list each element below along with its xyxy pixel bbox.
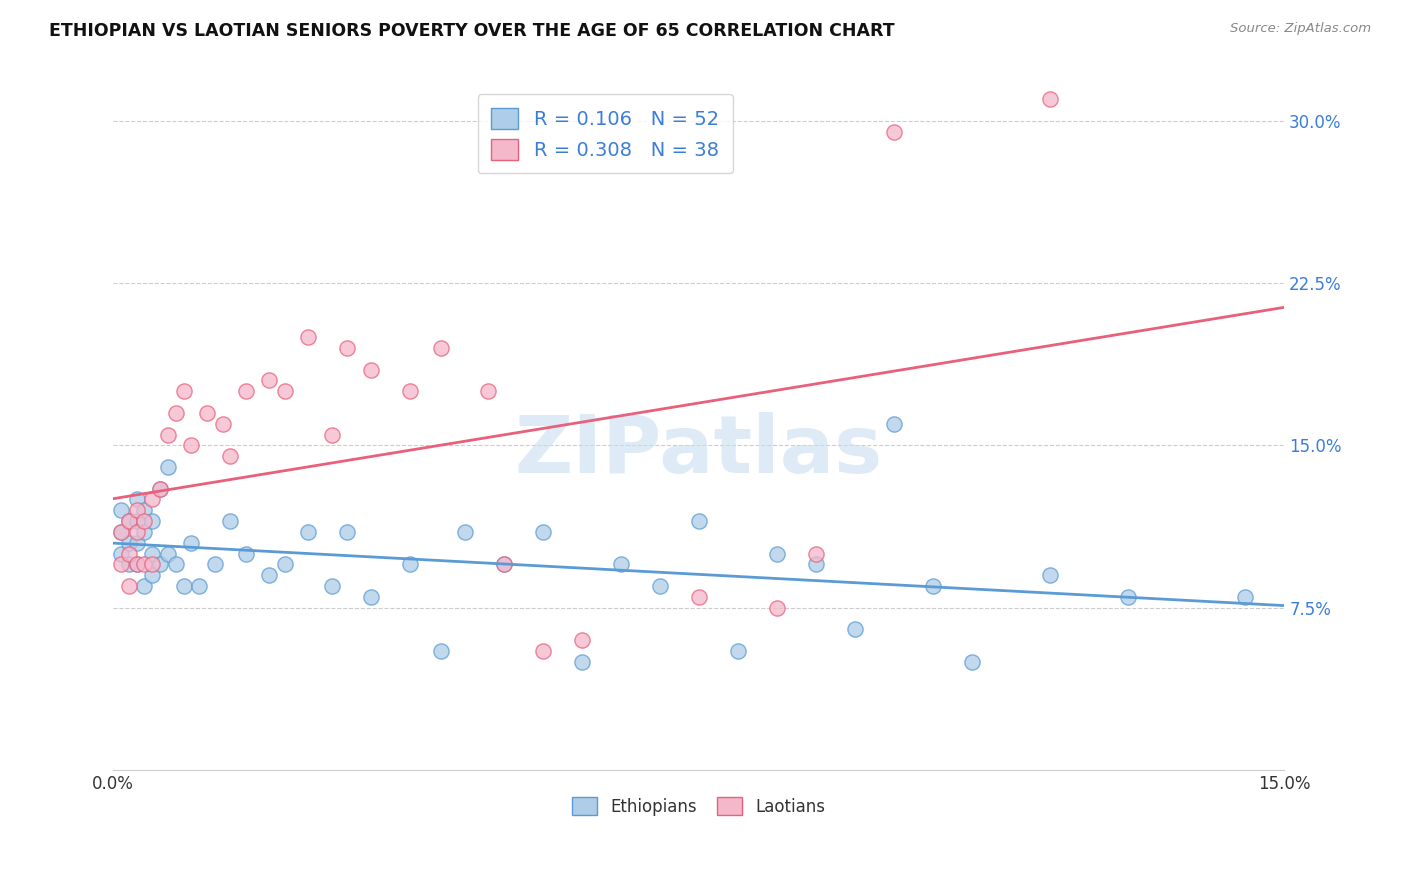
Point	[173, 579, 195, 593]
Point	[727, 644, 749, 658]
Point	[141, 568, 163, 582]
Point	[235, 547, 257, 561]
Point	[149, 482, 172, 496]
Point	[336, 524, 359, 539]
Point	[156, 460, 179, 475]
Point	[118, 514, 141, 528]
Point	[1039, 568, 1062, 582]
Point	[110, 547, 132, 561]
Point	[259, 373, 281, 387]
Point	[453, 524, 475, 539]
Point	[883, 124, 905, 138]
Point	[173, 384, 195, 399]
Point	[118, 535, 141, 549]
Point	[118, 514, 141, 528]
Point	[688, 514, 710, 528]
Point	[1234, 590, 1257, 604]
Point	[531, 524, 554, 539]
Point	[141, 558, 163, 572]
Point	[571, 633, 593, 648]
Point	[430, 341, 453, 355]
Point	[399, 558, 422, 572]
Point	[297, 330, 319, 344]
Point	[134, 514, 156, 528]
Point	[149, 558, 172, 572]
Point	[492, 558, 515, 572]
Point	[804, 558, 827, 572]
Point	[141, 514, 163, 528]
Point	[110, 524, 132, 539]
Point	[399, 384, 422, 399]
Point	[571, 655, 593, 669]
Point	[219, 449, 242, 463]
Text: Source: ZipAtlas.com: Source: ZipAtlas.com	[1230, 22, 1371, 36]
Point	[274, 558, 297, 572]
Point	[118, 579, 141, 593]
Point	[688, 590, 710, 604]
Point	[125, 503, 148, 517]
Point	[430, 644, 453, 658]
Point	[110, 524, 132, 539]
Point	[125, 524, 148, 539]
Point	[110, 503, 132, 517]
Point	[180, 535, 202, 549]
Point	[141, 547, 163, 561]
Point	[259, 568, 281, 582]
Point	[336, 341, 359, 355]
Point	[492, 558, 515, 572]
Point	[219, 514, 242, 528]
Point	[125, 492, 148, 507]
Point	[156, 547, 179, 561]
Point	[360, 362, 382, 376]
Point	[125, 558, 148, 572]
Point	[235, 384, 257, 399]
Text: ETHIOPIAN VS LAOTIAN SENIORS POVERTY OVER THE AGE OF 65 CORRELATION CHART: ETHIOPIAN VS LAOTIAN SENIORS POVERTY OVE…	[49, 22, 894, 40]
Point	[118, 558, 141, 572]
Point	[149, 482, 172, 496]
Point	[477, 384, 499, 399]
Point	[134, 558, 156, 572]
Point	[188, 579, 211, 593]
Point	[766, 547, 789, 561]
Point	[118, 547, 141, 561]
Point	[134, 579, 156, 593]
Point	[134, 524, 156, 539]
Point	[360, 590, 382, 604]
Point	[180, 438, 202, 452]
Point	[297, 524, 319, 539]
Point	[165, 406, 187, 420]
Point	[321, 579, 343, 593]
Point	[141, 492, 163, 507]
Point	[274, 384, 297, 399]
Point	[321, 427, 343, 442]
Point	[125, 535, 148, 549]
Point	[804, 547, 827, 561]
Point	[883, 417, 905, 431]
Text: ZIPatlas: ZIPatlas	[515, 412, 883, 491]
Point	[844, 623, 866, 637]
Point	[531, 644, 554, 658]
Point	[648, 579, 671, 593]
Point	[195, 406, 218, 420]
Point	[1039, 92, 1062, 106]
Point	[1116, 590, 1139, 604]
Point	[211, 417, 233, 431]
Point	[156, 427, 179, 442]
Point	[125, 558, 148, 572]
Point	[134, 503, 156, 517]
Point	[204, 558, 226, 572]
Point	[165, 558, 187, 572]
Point	[766, 600, 789, 615]
Point	[960, 655, 983, 669]
Point	[110, 558, 132, 572]
Legend: Ethiopians, Laotians: Ethiopians, Laotians	[564, 789, 834, 824]
Point	[609, 558, 631, 572]
Point	[125, 514, 148, 528]
Point	[922, 579, 945, 593]
